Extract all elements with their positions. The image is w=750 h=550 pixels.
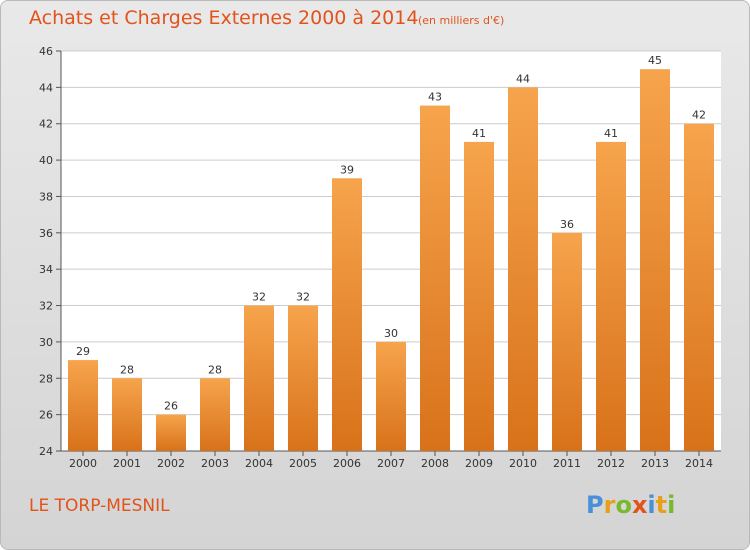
bar	[68, 360, 98, 451]
bar	[200, 378, 230, 451]
bar-value-label: 42	[692, 109, 706, 122]
x-tick-label: 2000	[69, 457, 97, 470]
y-tick-label: 34	[39, 263, 53, 276]
x-tick-label: 2003	[201, 457, 229, 470]
x-tick-label: 2002	[157, 457, 185, 470]
x-tick-label: 2006	[333, 457, 361, 470]
bar-value-label: 28	[208, 363, 222, 376]
x-tick-label: 2008	[421, 457, 449, 470]
bar	[508, 87, 538, 451]
logo-letter: r	[603, 491, 616, 519]
y-tick-label: 42	[39, 118, 53, 131]
logo-letter: o	[615, 491, 632, 519]
logo-letter: P	[586, 491, 604, 519]
y-tick-label: 28	[39, 372, 53, 385]
x-tick-label: 2001	[113, 457, 141, 470]
y-tick-label: 44	[39, 81, 53, 94]
y-tick-label: 38	[39, 190, 53, 203]
x-tick-label: 2005	[289, 457, 317, 470]
bar-value-label: 28	[120, 363, 134, 376]
bar-value-label: 29	[76, 345, 90, 358]
logo-letter: x	[631, 491, 648, 519]
bar	[552, 232, 582, 451]
bar-value-label: 41	[604, 127, 618, 140]
x-tick-label: 2011	[553, 457, 581, 470]
bar	[596, 141, 626, 451]
bar-value-label: 32	[252, 291, 266, 304]
x-tick-label: 2004	[245, 457, 273, 470]
x-tick-label: 2014	[685, 457, 713, 470]
bar-value-label: 45	[648, 54, 662, 67]
bar	[464, 141, 494, 451]
logo-letter: t	[655, 491, 668, 519]
chart-subtitle: (en milliers d'€)	[418, 14, 505, 27]
x-tick-label: 2012	[597, 457, 625, 470]
chart-title: Achats et Charges Externes 2000 à 2014	[29, 7, 419, 29]
bar-value-label: 32	[296, 291, 310, 304]
bar-value-label: 36	[560, 218, 574, 231]
bar-value-label: 44	[516, 72, 530, 85]
bar	[332, 178, 362, 452]
bar-value-label: 26	[164, 400, 178, 413]
x-tick-label: 2009	[465, 457, 493, 470]
y-tick-label: 46	[39, 45, 53, 58]
y-tick-label: 40	[39, 154, 53, 167]
commune-name: LE TORP-MESNIL	[29, 496, 170, 516]
bar-value-label: 43	[428, 91, 442, 104]
bar	[112, 378, 142, 451]
y-tick-label: 24	[39, 445, 53, 458]
bar	[244, 305, 274, 451]
y-tick-label: 36	[39, 227, 53, 240]
bar-value-label: 30	[384, 327, 398, 340]
bar-value-label: 39	[340, 163, 354, 176]
bar-value-label: 41	[472, 127, 486, 140]
y-tick-label: 32	[39, 300, 53, 313]
logo-letter: i	[667, 491, 676, 519]
proxiti-logo: Proxiti	[586, 491, 675, 519]
x-tick-label: 2007	[377, 457, 405, 470]
bar	[376, 341, 406, 451]
bar	[156, 414, 186, 451]
y-tick-label: 30	[39, 336, 53, 349]
x-tick-label: 2013	[641, 457, 669, 470]
y-tick-label: 26	[39, 409, 53, 422]
x-tick-label: 2010	[509, 457, 537, 470]
logo-letter: i	[647, 491, 656, 519]
bar	[640, 69, 670, 451]
bar	[684, 123, 714, 452]
bar	[288, 305, 318, 451]
bar	[420, 105, 450, 451]
